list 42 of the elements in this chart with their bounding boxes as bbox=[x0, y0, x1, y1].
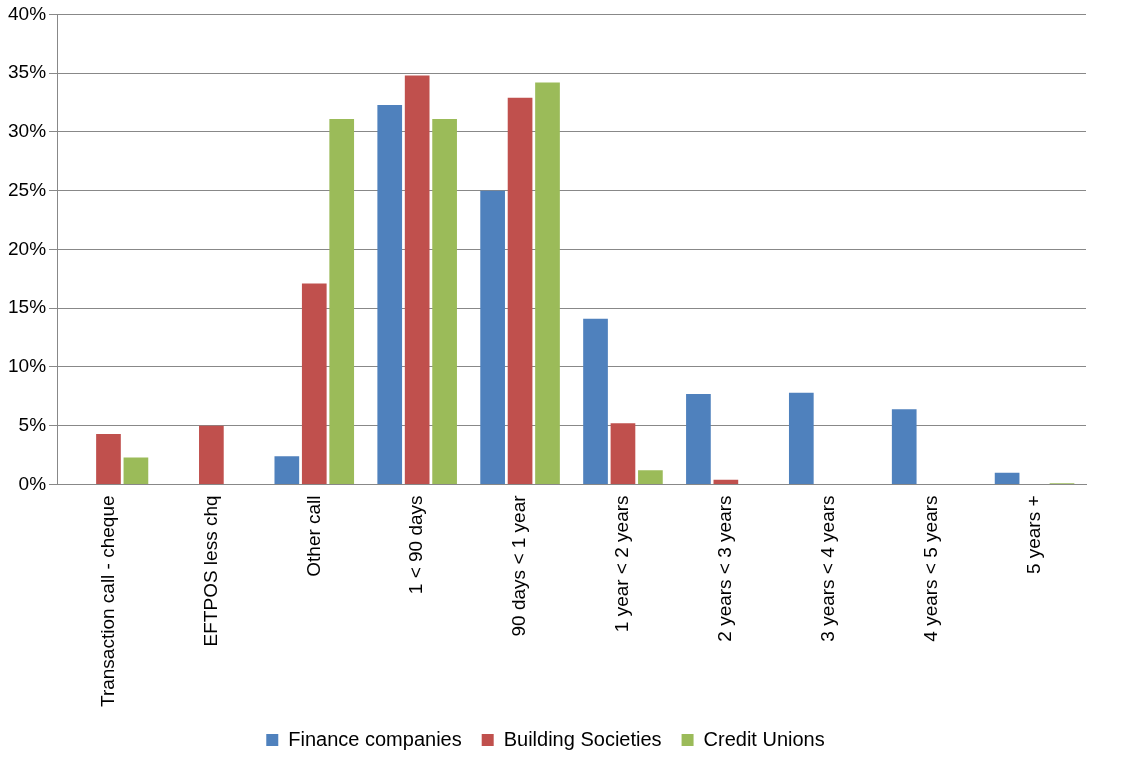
x-tick-label: 1 < 90 days bbox=[405, 495, 427, 595]
x-tick-label: Transaction call - cheque bbox=[96, 495, 118, 708]
bar bbox=[377, 104, 403, 484]
legend-label: Building Societies bbox=[503, 727, 662, 750]
y-tick-label: 15% bbox=[8, 296, 47, 318]
bar bbox=[96, 433, 121, 484]
bar bbox=[507, 97, 533, 484]
y-tick-label: 40% bbox=[8, 2, 47, 24]
x-tick-label: 90 days < 1 year bbox=[508, 494, 530, 637]
bar bbox=[583, 318, 608, 484]
x-tick-label: 1 year < 2 years bbox=[611, 495, 633, 633]
bar bbox=[891, 409, 917, 484]
x-tick-label: Other call bbox=[302, 495, 324, 577]
legend-label: Finance companies bbox=[288, 727, 462, 750]
x-tick-label: EFTPOS less chq bbox=[199, 495, 221, 647]
x-tick-label: 4 years < 5 years bbox=[919, 495, 941, 642]
legend-label: Credit Unions bbox=[703, 727, 825, 750]
bar bbox=[404, 75, 430, 484]
x-tick-label: 5 years + bbox=[1022, 495, 1044, 575]
bar bbox=[480, 190, 505, 484]
x-tick-label: 2 years < 3 years bbox=[714, 495, 736, 642]
x-tick-label: 3 years < 4 years bbox=[816, 495, 838, 642]
bar bbox=[535, 82, 560, 484]
y-tick-label: 20% bbox=[8, 237, 47, 259]
bar bbox=[123, 457, 149, 484]
bar bbox=[788, 392, 814, 484]
bar bbox=[274, 456, 300, 484]
bar bbox=[994, 472, 1020, 484]
y-tick-label: 5% bbox=[18, 413, 47, 435]
bar bbox=[199, 425, 224, 484]
bar bbox=[301, 283, 327, 484]
y-tick-label: 10% bbox=[8, 355, 47, 377]
bar bbox=[610, 423, 636, 484]
bar bbox=[638, 470, 663, 484]
y-tick-label: 0% bbox=[18, 472, 47, 494]
bar bbox=[432, 118, 457, 484]
bar bbox=[713, 479, 739, 484]
y-tick-label: 25% bbox=[8, 178, 47, 200]
bar bbox=[329, 118, 355, 484]
y-tick-label: 30% bbox=[8, 120, 47, 142]
bar bbox=[686, 393, 711, 484]
y-tick-label: 35% bbox=[8, 61, 47, 83]
